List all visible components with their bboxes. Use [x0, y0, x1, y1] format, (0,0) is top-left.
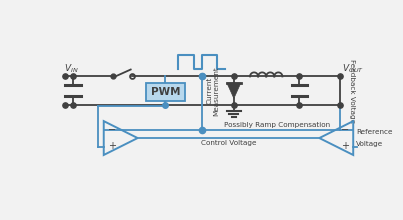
- Text: $V_{IN}$: $V_{IN}$: [64, 62, 79, 75]
- Polygon shape: [227, 83, 241, 98]
- Text: Reference: Reference: [356, 129, 393, 135]
- Text: Feedback Voltage: Feedback Voltage: [349, 59, 355, 123]
- Text: Voltage: Voltage: [356, 141, 384, 147]
- Text: Control Voltage: Control Voltage: [201, 139, 256, 146]
- Text: Possibly Ramp Compensation: Possibly Ramp Compensation: [224, 122, 330, 128]
- Text: PWM: PWM: [151, 87, 180, 97]
- Bar: [146, 82, 185, 101]
- Text: Current
Measurement: Current Measurement: [206, 66, 219, 116]
- Text: +: +: [341, 141, 349, 151]
- Text: $V_{OUT}$: $V_{OUT}$: [343, 62, 364, 75]
- Text: −: −: [341, 125, 349, 136]
- Text: +: +: [108, 141, 116, 151]
- Text: −: −: [108, 125, 116, 136]
